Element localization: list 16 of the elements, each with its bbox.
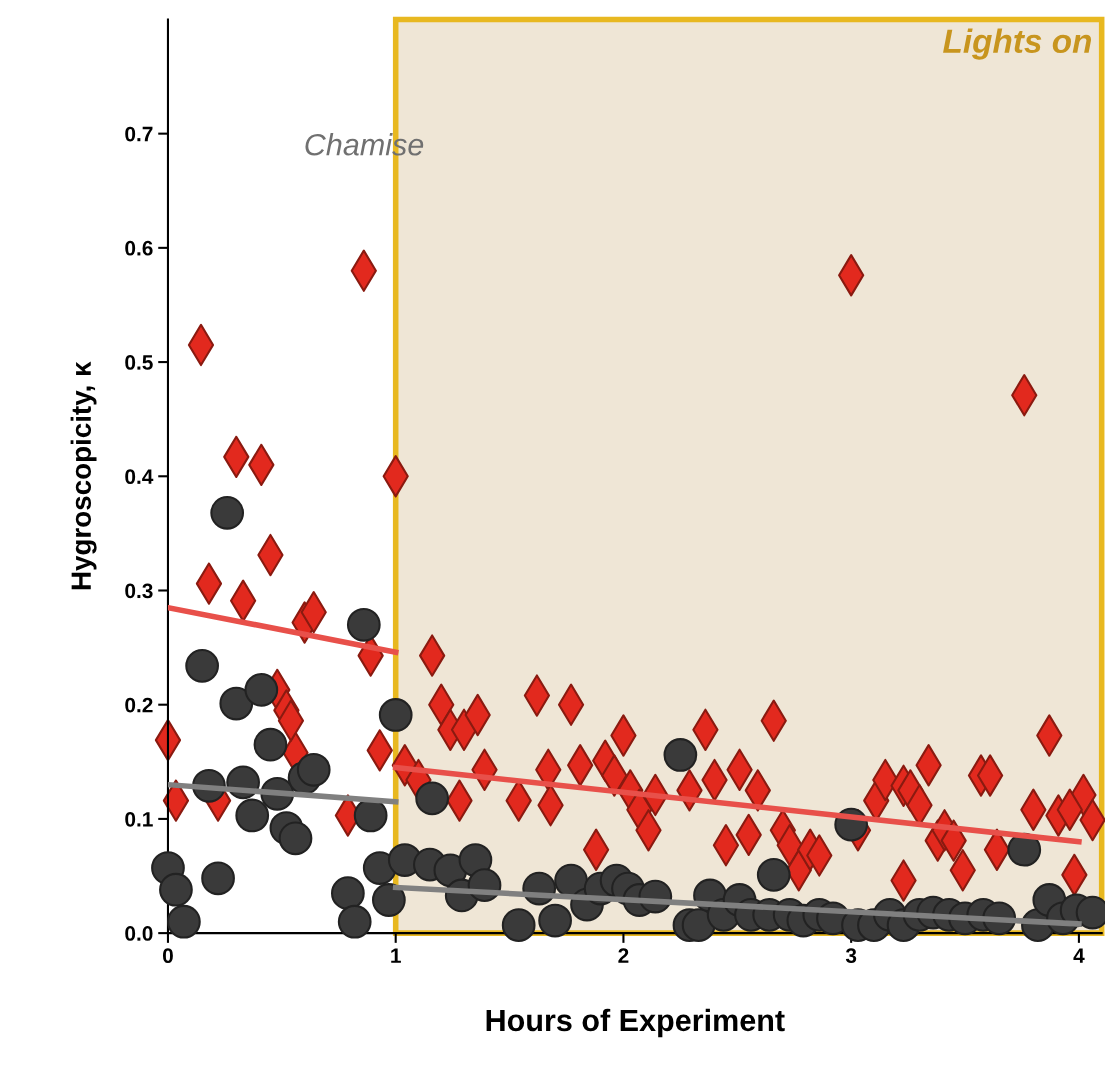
y-tick-label: 0.7 — [125, 126, 153, 142]
x-tick-label: 0 — [162, 948, 173, 964]
y-tick-label: 0.2 — [125, 697, 153, 713]
band-label: Lights on — [943, 28, 1092, 60]
y-tick-label: 0.3 — [125, 583, 153, 599]
y-tick-label: 0.0 — [125, 926, 153, 941]
x-tick-label: 4 — [1073, 948, 1085, 963]
x-tick-label: 3 — [845, 948, 857, 964]
x-tick-label: 1 — [391, 948, 401, 963]
x-axis-title: Hours of Experiment — [486, 1008, 785, 1038]
y-axis-title: Hygroscopicity, κ — [70, 361, 97, 590]
y-tick-label: 0.6 — [125, 240, 153, 256]
y-tick-label: 0.1 — [125, 811, 153, 827]
y-tick-label: 0.4 — [125, 469, 154, 485]
y-tick-label: 0.5 — [125, 355, 153, 370]
x-tick-label: 2 — [618, 948, 629, 963]
